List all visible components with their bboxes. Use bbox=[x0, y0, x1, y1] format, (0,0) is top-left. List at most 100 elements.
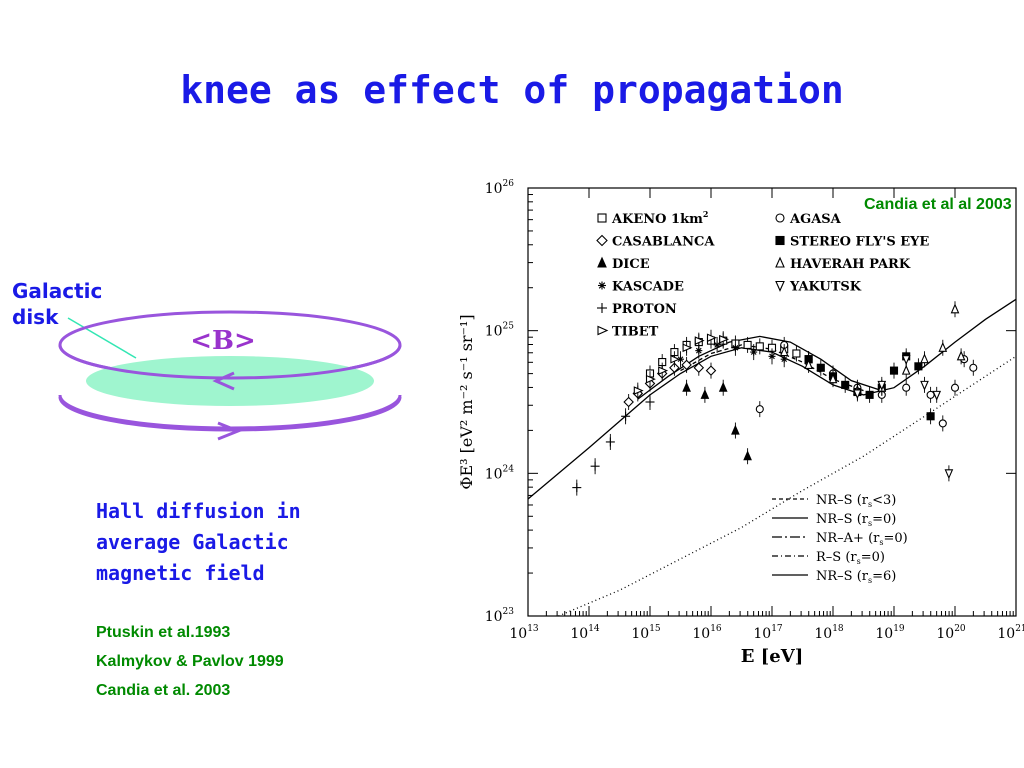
triangle-down-open-marker bbox=[901, 355, 911, 366]
marker-plus bbox=[590, 461, 600, 471]
marker-square-open bbox=[792, 349, 801, 358]
square-filled-marker bbox=[775, 235, 785, 246]
triangle-right-open-marker bbox=[597, 325, 609, 336]
field-arrow-left-icon bbox=[212, 371, 235, 391]
triangle-right-open-marker bbox=[645, 374, 656, 384]
square-open-marker bbox=[597, 213, 607, 223]
legend-entry-label: YAKUTSK bbox=[789, 280, 862, 295]
y-tick-label: 1024 bbox=[485, 464, 515, 482]
marker-triangle-open bbox=[804, 359, 813, 369]
asterisk-marker-d2 bbox=[677, 356, 684, 363]
marker-triangle-down-open bbox=[932, 390, 942, 401]
marker-triangle-filled bbox=[731, 424, 740, 435]
y-tick-label: 1025 bbox=[485, 322, 515, 340]
x-tick-label: 1019 bbox=[875, 624, 905, 642]
diamond-open-marker bbox=[669, 362, 680, 374]
data-points bbox=[572, 301, 978, 496]
marker-triangle-open bbox=[938, 341, 948, 352]
legend-entry-label: KASCADE bbox=[612, 280, 684, 295]
triangle-right-open-marker bbox=[633, 386, 644, 395]
triangle-right-open-marker bbox=[706, 333, 717, 343]
marker-square-filled bbox=[775, 235, 785, 246]
model-legend: NR–S (rs<3) NR–S (rs=0) NR–A+ (rs=0) R–S (r… bbox=[772, 493, 908, 585]
marker-asterisk bbox=[713, 341, 721, 349]
marker-triangle-right-open bbox=[706, 333, 717, 343]
asterisk-marker-d2 bbox=[695, 347, 702, 354]
triangle-filled-marker bbox=[682, 381, 691, 392]
marker-circle-open bbox=[755, 405, 764, 414]
triangle-open-marker bbox=[956, 350, 966, 361]
triangle-down-open-marker bbox=[932, 390, 942, 401]
triangle-down-open-marker bbox=[944, 469, 954, 480]
marker-circle-open bbox=[938, 419, 947, 428]
marker-circle-open bbox=[926, 390, 935, 399]
marker-asterisk bbox=[768, 352, 776, 360]
asterisk-marker-d2 bbox=[732, 344, 739, 351]
data-legend: AKENO 1km2 CASABLANCA DICE KASCADE PROTON TIB… bbox=[596, 209, 929, 340]
square-filled-marker bbox=[816, 363, 825, 372]
marker-triangle-open bbox=[901, 364, 911, 375]
marker-diamond-open bbox=[623, 396, 634, 408]
circle-open-marker bbox=[938, 419, 947, 428]
marker-square-filled bbox=[889, 366, 899, 375]
circle-open-marker bbox=[950, 383, 960, 392]
marker-triangle-filled bbox=[743, 450, 752, 461]
hall-text-line: magnetic field bbox=[96, 561, 265, 585]
square-filled-marker bbox=[841, 380, 850, 389]
marker-triangle-down-open bbox=[853, 389, 862, 400]
circle-open-marker bbox=[755, 405, 764, 414]
marker-triangle-right-open bbox=[597, 325, 609, 336]
model-legend-label: R–S (rs=0) bbox=[816, 550, 885, 566]
marker-triangle-right-open bbox=[694, 336, 705, 345]
marker-diamond-open bbox=[705, 365, 717, 376]
model-legend-label: NR–S (rs<3) bbox=[816, 493, 896, 509]
galactic-disk-diagram: <B> bbox=[58, 310, 402, 441]
legend-entry-label: AGASA bbox=[789, 212, 842, 227]
square-filled-marker bbox=[889, 366, 899, 375]
legend-entry-label: CASABLANCA bbox=[612, 235, 715, 250]
plot-frame bbox=[527, 187, 1017, 617]
triangle-down-open-marker bbox=[920, 380, 929, 391]
galactic-disk-label-line1: Galactic bbox=[12, 279, 103, 303]
triangle-right-open-marker bbox=[682, 343, 693, 353]
x-tick-label: 1018 bbox=[814, 624, 844, 642]
marker-circle-open bbox=[775, 213, 785, 223]
legend-entry-label: TIBET bbox=[612, 325, 659, 340]
marker-triangle-open bbox=[956, 350, 966, 361]
marker-plus bbox=[605, 437, 615, 447]
marker-triangle-open bbox=[775, 256, 785, 268]
hall-text-line: Hall diffusion in bbox=[96, 499, 301, 523]
marker-diamond-open bbox=[693, 362, 705, 374]
legend-entry-label: PROTON bbox=[612, 302, 677, 317]
x-tick-label: 1015 bbox=[631, 624, 661, 642]
square-open-marker bbox=[743, 340, 752, 349]
circle-open-marker bbox=[926, 390, 935, 399]
marker-square-open bbox=[755, 342, 764, 351]
marker-triangle-right-open bbox=[670, 354, 681, 364]
marker-triangle-down-open bbox=[944, 469, 954, 480]
marker-triangle-right-open bbox=[719, 334, 730, 344]
triangle-filled-marker bbox=[700, 388, 710, 399]
asterisk-marker-d2 bbox=[598, 282, 606, 289]
field-arrow-right-icon bbox=[217, 421, 243, 441]
square-filled-marker bbox=[865, 390, 874, 399]
marker-triangle-filled bbox=[682, 381, 691, 392]
marker-triangle-down-open bbox=[775, 280, 785, 292]
reference-item: Candia et al. 2003 bbox=[96, 682, 231, 699]
x-tick-label: 1016 bbox=[692, 624, 722, 642]
diamond-open-marker bbox=[705, 365, 717, 376]
marker-square-filled bbox=[841, 380, 850, 389]
triangle-right-open-marker bbox=[719, 334, 730, 344]
legend-entry-label: DICE bbox=[612, 257, 650, 272]
reference-item: Kalmykov & Pavlov 1999 bbox=[96, 653, 284, 670]
square-filled-marker bbox=[914, 362, 923, 371]
triangle-open-marker bbox=[804, 359, 813, 369]
circle-open-marker bbox=[902, 383, 911, 392]
square-open-marker bbox=[792, 349, 801, 358]
galactic-disk-shape bbox=[86, 356, 374, 406]
asterisk-marker-d2 bbox=[750, 349, 757, 355]
triangle-down-open-marker bbox=[775, 280, 785, 292]
asterisk-marker-d2 bbox=[769, 353, 775, 360]
marker-triangle-filled bbox=[718, 381, 728, 392]
triangle-filled-marker bbox=[597, 256, 607, 268]
